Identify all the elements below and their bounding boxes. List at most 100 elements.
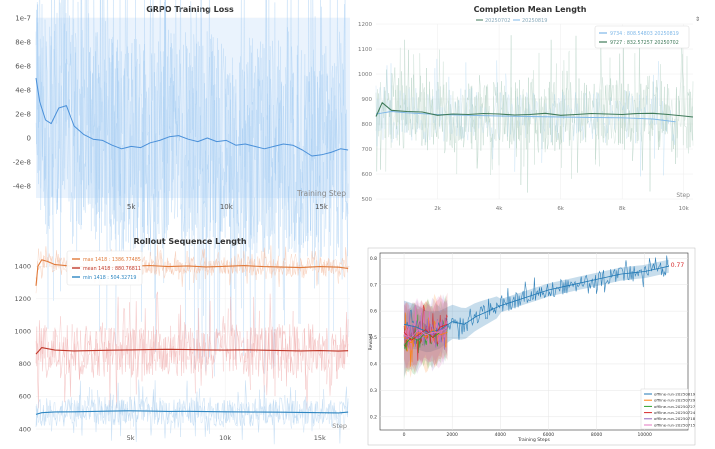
x-axis-label: Training Steps [517, 437, 550, 443]
tooltip-row: 9734 : 808.54803 20250819 [610, 31, 679, 37]
y-axis-label: Reward [368, 333, 374, 350]
raw-series-trace [375, 34, 694, 193]
legend-label: offline-run-20250727 [654, 404, 696, 409]
series-line-mean [35, 347, 349, 355]
x-tick-label: 5k [127, 434, 135, 442]
y-tick-label: 1400 [14, 263, 31, 271]
legend-background [66, 250, 143, 286]
series-line-offline-run-20250724 [403, 323, 448, 341]
y-tick-labels: 0.8 0.7 0.6 0.5 0.4 0.3 0.2 [370, 256, 377, 421]
legend-label: offline-run-20250718 [654, 416, 696, 421]
x-tick-label: 15k [315, 203, 329, 211]
series-line-20250702 [375, 102, 694, 118]
figure-frame [367, 247, 696, 446]
legend-top: 20250702 20250819 ⇕ [476, 16, 700, 24]
panel-rollout-length: Rollout Sequence Length 1400 1200 1000 800 6… [14, 237, 350, 445]
y-tick-label: 600 [362, 172, 373, 178]
x-tick-label: 6000 [543, 432, 555, 438]
legend-label: offline-run-20250715 [654, 422, 696, 427]
raw-series-trace [35, 291, 349, 410]
x-axis-label: Step [676, 192, 690, 199]
tooltip-row: 9727 : 832.57257 20250702 [610, 40, 679, 46]
y-tick-label: 4e-8 [15, 86, 31, 94]
x-tick-labels: 5k 10k 15k [127, 434, 326, 442]
raw-series-trace [375, 58, 676, 177]
raw-series-trace [403, 318, 448, 350]
x-tick-label: 8000 [591, 432, 603, 438]
y-tick-labels: 1200 1100 1000 900 800 700 600 500 [358, 22, 372, 203]
y-tick-label: 0 [27, 134, 31, 142]
x-tick-label: 10000 [638, 432, 652, 438]
legend-background [640, 388, 689, 430]
legend-box: offline-run-20250819 offline-run-20250729… [640, 388, 696, 430]
legend-label: min 1418 : 504.32719 [83, 275, 136, 281]
x-tick-label: 8k [619, 206, 626, 212]
x-tick-labels: 0 2000 4000 6000 8000 10000 [403, 432, 652, 438]
raw-series-trace [35, 0, 349, 377]
y-tick-label: -4e-8 [13, 182, 31, 190]
y-tick-label: 1000 [14, 328, 31, 336]
x-tick-label: 6k [557, 206, 564, 212]
x-axis-label: Training Step [296, 189, 346, 198]
y-tick-label: 1e-7 [15, 14, 31, 22]
x-tick-labels: 5k 10k 15k [127, 203, 329, 211]
raw-series-trace [403, 305, 448, 351]
y-tick-label: 0.4 [370, 362, 377, 368]
band-offline-run-20250819 [404, 259, 669, 353]
noise-band [375, 34, 694, 193]
series-line-offline-run-20250718 [403, 329, 448, 341]
y-tick-label: 500 [362, 197, 373, 203]
y-tick-label: 2e-8 [15, 110, 31, 118]
y-tick-labels: 1e-7 8e-8 6e-8 4e-8 2e-8 0 -2e-8 -4e-8 [13, 14, 31, 190]
y-tick-label: 600 [19, 393, 31, 401]
x-tick-label: 15k [314, 434, 326, 442]
sort-icon[interactable]: ⇕ [695, 16, 700, 23]
y-tick-label: 700 [362, 147, 373, 153]
series-line-offline-run-20250715 [403, 326, 448, 338]
chart-title: GRPO Training Loss [146, 5, 234, 14]
series-line-20250819 [375, 111, 676, 123]
x-tick-label: 4k [496, 206, 503, 212]
series-lines [375, 102, 694, 123]
noise-band [35, 0, 350, 377]
legend-label: 20250702 [485, 18, 510, 24]
x-tick-label: 0 [403, 432, 406, 438]
series-line-offline-run-20250819 [404, 265, 669, 333]
x-tick-label: 4000 [495, 432, 507, 438]
x-tick-label: 10k [219, 434, 231, 442]
y-tick-label: 1100 [358, 47, 372, 53]
x-tick-label: 2000 [446, 432, 458, 438]
hover-tooltip: 9734 : 808.54803 20250819 9727 : 832.572… [594, 25, 690, 49]
x-tick-label: 5k [127, 203, 136, 211]
series-lines [35, 77, 349, 157]
final-value-annotation: 0.77 [671, 262, 685, 269]
x-tick-label: 10k [679, 206, 690, 212]
series-line-loss-smoothed- [35, 77, 349, 157]
y-tick-label: 400 [19, 425, 31, 433]
legend-entries: offline-run-20250819 offline-run-20250729… [644, 391, 696, 427]
y-tick-label: 1000 [358, 72, 372, 78]
chart-title: Rollout Sequence Length [133, 237, 246, 246]
y-tick-label: 8e-8 [15, 38, 31, 46]
y-tick-label: 1200 [14, 295, 31, 303]
raw-series-trace [375, 47, 694, 179]
y-tick-label: 900 [362, 97, 373, 103]
y-tick-label: 800 [362, 122, 373, 128]
y-tick-labels: 1400 1200 1000 800 600 400 [14, 263, 31, 434]
raw-series-trace [35, 302, 349, 397]
series-line-offline-run-20250729 [403, 329, 448, 344]
y-tick-label: 0.5 [370, 335, 377, 341]
y-tick-label: 0.8 [370, 256, 377, 262]
series-lines [403, 265, 669, 346]
legend-label: max 1418 : 1386.77485 [83, 257, 141, 263]
raw-series-trace [403, 255, 670, 341]
noise-background [36, 18, 350, 198]
x-tick-label: 2k [434, 206, 441, 212]
raw-series-trace [35, 0, 349, 374]
tooltip-box [594, 25, 690, 49]
x-tick-label: 10k [220, 203, 234, 211]
y-tick-label: 6e-8 [15, 62, 31, 70]
legend-label: offline-run-20250819 [654, 391, 696, 396]
y-tick-label: 0.2 [370, 414, 377, 420]
